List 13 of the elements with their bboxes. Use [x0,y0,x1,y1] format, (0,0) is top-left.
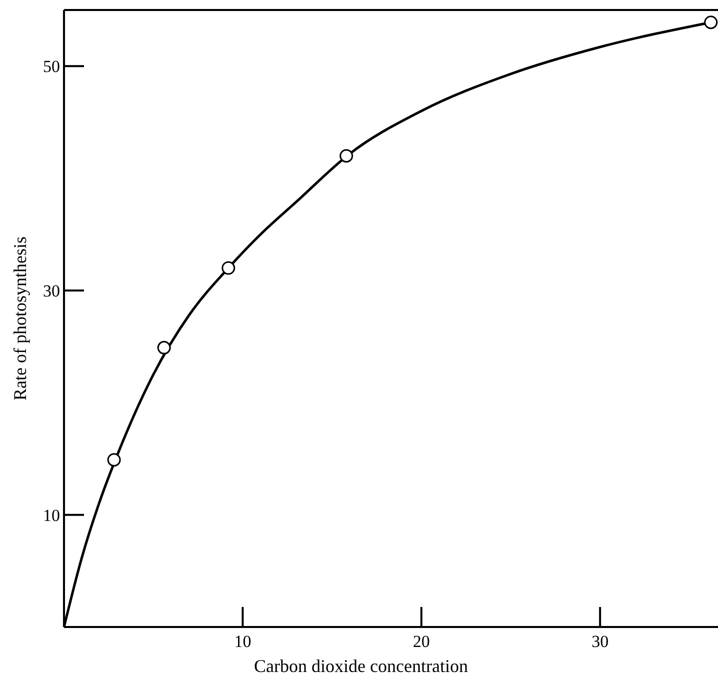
point [107,453,121,467]
x-axis-title: Carbon dioxide concentration [254,656,468,676]
y-axis-title: Rate of photosynthesis [10,236,30,400]
y-tick-label: 50 [43,57,60,76]
x-tick-label: 30 [592,632,609,651]
point [157,340,171,354]
x-tick-label: 20 [412,632,430,651]
point [340,149,354,163]
y-tick-label: 10 [43,506,60,525]
point [704,16,718,30]
x-tick-label: 10 [234,632,252,651]
point [222,261,236,275]
y-tick-label: 30 [43,281,60,300]
